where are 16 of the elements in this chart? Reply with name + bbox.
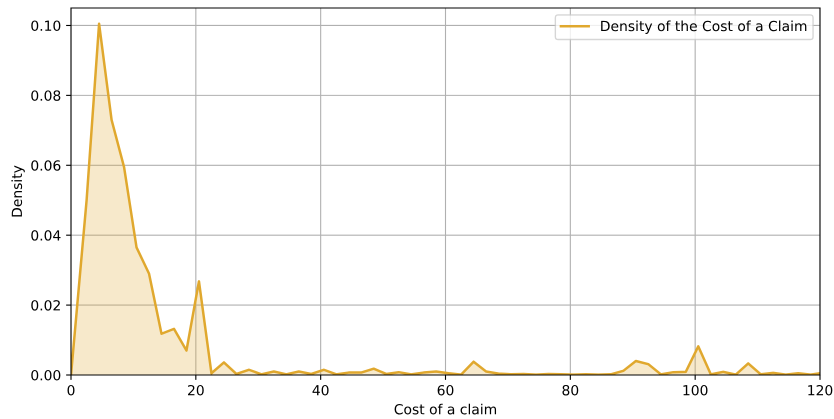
x-tick-label: 40 [312,384,329,396]
x-tick-label: 0 [67,384,74,396]
x-tick-label: 120 [808,384,832,396]
legend-label: Density of the Cost of a Claim [601,20,806,34]
x-tick-label: 60 [438,384,454,396]
x-axis-title: Cost of a claim [394,404,496,414]
x-tick-label: 80 [562,384,578,396]
x-tick-label: 100 [683,384,708,396]
y-tick-label: 0.02 [31,300,60,311]
y-tick-label: 0.00 [31,370,60,380]
y-tick-label: 0.08 [31,90,60,101]
y-tick-label: 0.04 [31,230,60,241]
y-axis-title: Density [11,166,25,217]
y-tick-label: 0.10 [31,20,60,31]
x-tick-label: 20 [188,384,204,396]
y-tick-label: 0.06 [31,160,60,171]
